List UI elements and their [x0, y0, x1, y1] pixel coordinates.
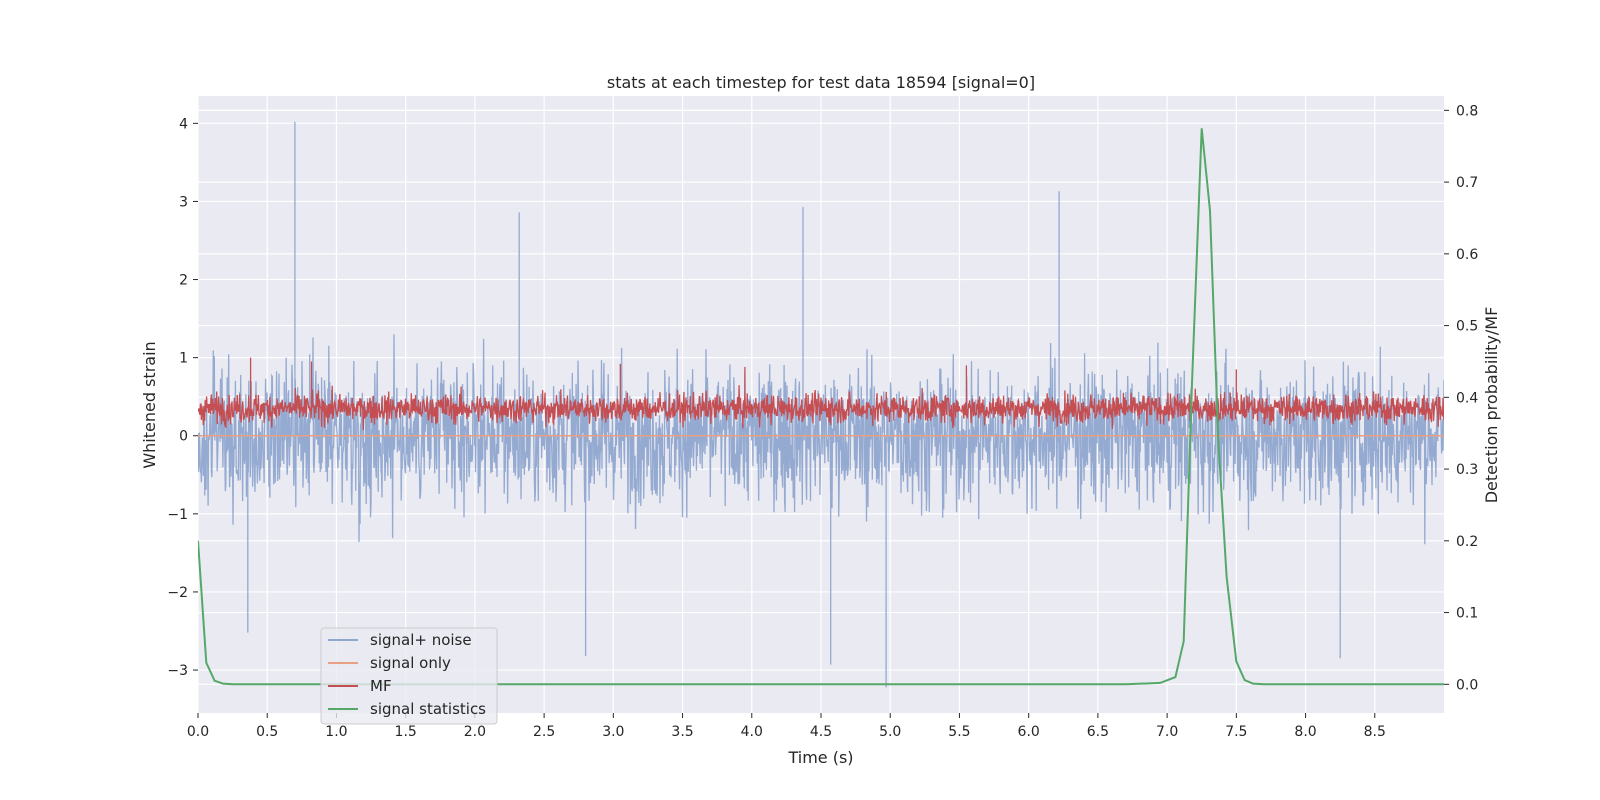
y-right-tick-label: 0.0: [1456, 677, 1478, 693]
y-right-tick-label: 0.5: [1456, 319, 1478, 335]
x-tick-label: 3.0: [602, 724, 624, 740]
y-right-tick-label: 0.2: [1456, 534, 1478, 550]
y-right-tick-label: 0.3: [1456, 462, 1478, 478]
x-tick-label: 2.0: [464, 724, 486, 740]
x-tick-label: 2.5: [533, 724, 555, 740]
legend-label-signal-statistics: signal statistics: [370, 700, 486, 718]
x-tick-label: 5.0: [879, 724, 901, 740]
y-right-tick-label: 0.1: [1456, 606, 1478, 622]
x-tick-label: 3.5: [671, 724, 693, 740]
legend-label-mf: MF: [370, 677, 392, 695]
y-axis-right-ticks: 0.0 0.1 0.2 0.3 0.4 0.5 0.6 0.7 0.8: [1444, 103, 1478, 693]
y-tick-label: 4: [179, 116, 188, 132]
y-right-tick-label: 0.6: [1456, 247, 1478, 263]
x-tick-label: 0.0: [187, 724, 209, 740]
y-tick-label: −2: [167, 585, 188, 601]
x-tick-label: 7.0: [1156, 724, 1178, 740]
x-tick-label: 0.5: [256, 724, 278, 740]
x-axis-ticks: 0.0 0.5 1.0 1.5 2.0 2.5 3.0 3.5 4.0 4.5 5.0 5.5 6.0 6…: [187, 713, 1386, 740]
y-right-tick-label: 0.8: [1456, 103, 1478, 119]
y-axis-label: Whitened strain: [140, 341, 159, 468]
legend-box: [320, 627, 498, 725]
y-tick-label: 2: [179, 273, 188, 289]
y-tick-label: −3: [167, 663, 188, 679]
y-right-tick-label: 0.4: [1456, 390, 1478, 406]
series-signal-statistics: [198, 128, 1444, 686]
series-signal-noise: [198, 121, 1444, 688]
x-tick-label: 8.5: [1364, 724, 1386, 740]
y-tick-label: 0: [179, 429, 188, 445]
series-layer: [198, 121, 1444, 688]
x-tick-label: 6.0: [1018, 724, 1040, 740]
x-tick-label: 8.0: [1294, 724, 1316, 740]
x-tick-label: 7.5: [1225, 724, 1247, 740]
x-axis-label: Time (s): [787, 748, 853, 767]
y-tick-label: 3: [179, 194, 188, 210]
x-tick-label: 1.0: [325, 724, 347, 740]
y-axis-left-ticks: −3 −2 −1 0 1 2 3 4: [167, 116, 198, 679]
legend: signal+ noise signal only MF signal stat…: [320, 627, 498, 725]
y-tick-label: 1: [179, 351, 188, 367]
y-right-tick-label: 0.7: [1456, 175, 1478, 191]
series-mf: [198, 357, 1444, 431]
x-tick-label: 5.5: [948, 724, 970, 740]
x-tick-label: 6.5: [1087, 724, 1109, 740]
y-tick-label: −1: [167, 507, 188, 523]
x-tick-label: 1.5: [395, 724, 417, 740]
y-axis-right-label: Detection probability/MF: [1482, 307, 1501, 504]
x-tick-label: 4.5: [810, 724, 832, 740]
legend-label-signal-only: signal only: [370, 654, 451, 672]
x-tick-label: 4.0: [741, 724, 763, 740]
chart-title: stats at each timestep for test data 185…: [607, 73, 1035, 92]
legend-label-signal-noise: signal+ noise: [370, 631, 472, 649]
